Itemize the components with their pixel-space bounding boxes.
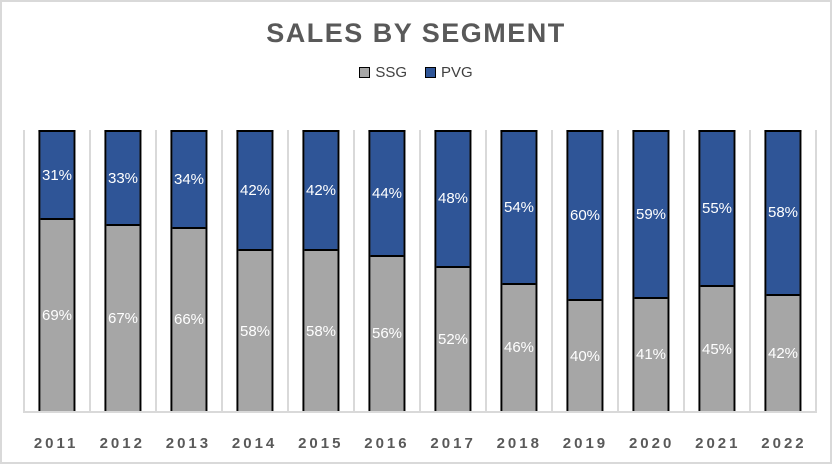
category-slot: 55% 45% bbox=[683, 130, 749, 411]
category-slot: 42% 58% bbox=[221, 130, 287, 411]
stacked-bar-2016[interactable]: 44% 56% bbox=[368, 130, 406, 411]
data-label-ssg: 66% bbox=[173, 311, 205, 329]
chart-title: SALES BY SEGMENT bbox=[266, 18, 566, 48]
segment-ssg[interactable]: 45% bbox=[700, 285, 734, 411]
x-axis-label: 2012 bbox=[99, 435, 145, 452]
category-slot: 42% 58% bbox=[287, 130, 353, 411]
data-label-pvg: 31% bbox=[41, 166, 73, 184]
data-label-ssg: 52% bbox=[437, 330, 469, 348]
category-slot: 33% 67% bbox=[89, 130, 155, 411]
data-label-ssg: 42% bbox=[767, 344, 799, 362]
data-label-ssg: 41% bbox=[635, 346, 667, 364]
stacked-bar-2011[interactable]: 31% 69% bbox=[38, 130, 76, 411]
data-label-pvg: 55% bbox=[701, 200, 733, 218]
x-axis-labels: 2011 2012 2013 2014 2015 2016 2017 2018 2019 2020… bbox=[23, 435, 817, 452]
segment-pvg[interactable]: 48% bbox=[436, 132, 470, 266]
category-slot: 58% 42% bbox=[749, 130, 817, 411]
stacked-bar-2013[interactable]: 34% 66% bbox=[170, 130, 208, 411]
legend-label: SSG bbox=[375, 64, 407, 81]
data-label-ssg: 58% bbox=[305, 322, 337, 340]
segment-ssg[interactable]: 46% bbox=[502, 282, 536, 411]
segment-pvg[interactable]: 54% bbox=[502, 132, 536, 283]
x-axis-label: 2019 bbox=[562, 435, 609, 452]
stacked-bar-2012[interactable]: 33% 67% bbox=[104, 130, 142, 411]
x-axis-label: 2022 bbox=[761, 435, 807, 452]
x-axis-label: 2016 bbox=[364, 435, 410, 452]
data-label-pvg: 54% bbox=[503, 198, 535, 216]
stacked-bar-2020[interactable]: 59% 41% bbox=[632, 130, 670, 411]
segment-pvg[interactable]: 44% bbox=[370, 132, 404, 255]
segment-pvg[interactable]: 31% bbox=[40, 132, 74, 219]
segment-ssg[interactable]: 67% bbox=[106, 224, 140, 411]
stacked-bar-2014[interactable]: 42% 58% bbox=[236, 130, 274, 411]
category-slot: 48% 52% bbox=[419, 130, 485, 411]
data-label-pvg: 44% bbox=[371, 184, 403, 202]
segment-pvg[interactable]: 42% bbox=[238, 132, 272, 250]
segment-pvg[interactable]: 34% bbox=[172, 132, 206, 227]
x-axis-label: 2020 bbox=[628, 435, 675, 452]
segment-pvg[interactable]: 60% bbox=[568, 132, 602, 300]
stacked-bar-2018[interactable]: 54% 46% bbox=[500, 130, 538, 411]
segment-ssg[interactable]: 40% bbox=[568, 299, 602, 411]
x-axis-label: 2015 bbox=[298, 435, 344, 452]
stacked-bar-2017[interactable]: 48% 52% bbox=[434, 130, 472, 411]
x-axis-label: 2021 bbox=[695, 435, 741, 452]
data-label-pvg: 58% bbox=[767, 204, 799, 222]
legend-swatch bbox=[359, 67, 371, 78]
segment-ssg[interactable]: 52% bbox=[436, 265, 470, 411]
x-axis-label: 2017 bbox=[430, 435, 476, 452]
data-label-ssg: 40% bbox=[569, 347, 601, 365]
legend-label: PVG bbox=[441, 64, 473, 81]
data-label-pvg: 42% bbox=[239, 182, 271, 200]
category-slot: 59% 41% bbox=[617, 130, 683, 411]
segment-ssg[interactable]: 56% bbox=[370, 254, 404, 411]
category-slot: 54% 46% bbox=[485, 130, 551, 411]
data-label-ssg: 45% bbox=[701, 340, 733, 358]
stacked-bar-2015[interactable]: 42% 58% bbox=[302, 130, 340, 411]
legend-swatch bbox=[425, 67, 436, 78]
legend-item-pvg[interactable]: PVG bbox=[425, 64, 473, 81]
data-label-ssg: 69% bbox=[41, 307, 73, 325]
category-slot: 34% 66% bbox=[155, 130, 221, 411]
data-label-pvg: 60% bbox=[569, 207, 601, 225]
segment-pvg[interactable]: 58% bbox=[766, 132, 800, 294]
segment-pvg[interactable]: 42% bbox=[304, 132, 338, 250]
x-axis-label: 2014 bbox=[231, 435, 278, 452]
data-label-pvg: 48% bbox=[437, 190, 469, 208]
x-axis-label: 2018 bbox=[496, 435, 542, 452]
segment-ssg[interactable]: 58% bbox=[238, 249, 272, 411]
x-axis-label: 2013 bbox=[165, 435, 212, 452]
segment-pvg[interactable]: 33% bbox=[106, 132, 140, 225]
data-label-pvg: 33% bbox=[107, 169, 139, 187]
data-label-ssg: 67% bbox=[107, 310, 139, 328]
data-label-ssg: 46% bbox=[503, 339, 535, 357]
segment-pvg[interactable]: 59% bbox=[634, 132, 668, 297]
segment-ssg[interactable]: 58% bbox=[304, 249, 338, 411]
data-label-pvg: 34% bbox=[173, 170, 205, 188]
segment-pvg[interactable]: 55% bbox=[700, 132, 734, 286]
category-slot: 31% 69% bbox=[23, 130, 89, 411]
data-label-ssg: 56% bbox=[371, 325, 403, 343]
segment-ssg[interactable]: 42% bbox=[766, 293, 800, 411]
legend-item-ssg[interactable]: SSG bbox=[359, 64, 407, 81]
data-label-ssg: 58% bbox=[239, 322, 271, 340]
plot-area: 31% 69% 33% 67% 34% 66% 42% 58% 42% 58% 44% 56% 48% 5… bbox=[23, 130, 817, 413]
data-label-pvg: 42% bbox=[305, 182, 337, 200]
data-label-pvg: 59% bbox=[635, 205, 667, 223]
x-axis-label: 2011 bbox=[33, 435, 79, 452]
segment-ssg[interactable]: 66% bbox=[172, 226, 206, 411]
segment-ssg[interactable]: 69% bbox=[40, 218, 74, 411]
segment-ssg[interactable]: 41% bbox=[634, 296, 668, 411]
stacked-bar-2021[interactable]: 55% 45% bbox=[698, 130, 736, 411]
category-slot: 60% 40% bbox=[551, 130, 617, 411]
stacked-bar-2022[interactable]: 58% 42% bbox=[764, 130, 802, 411]
legend: SSG PVG bbox=[2, 64, 830, 81]
stacked-bar-2019[interactable]: 60% 40% bbox=[566, 130, 604, 411]
category-slot: 44% 56% bbox=[353, 130, 419, 411]
